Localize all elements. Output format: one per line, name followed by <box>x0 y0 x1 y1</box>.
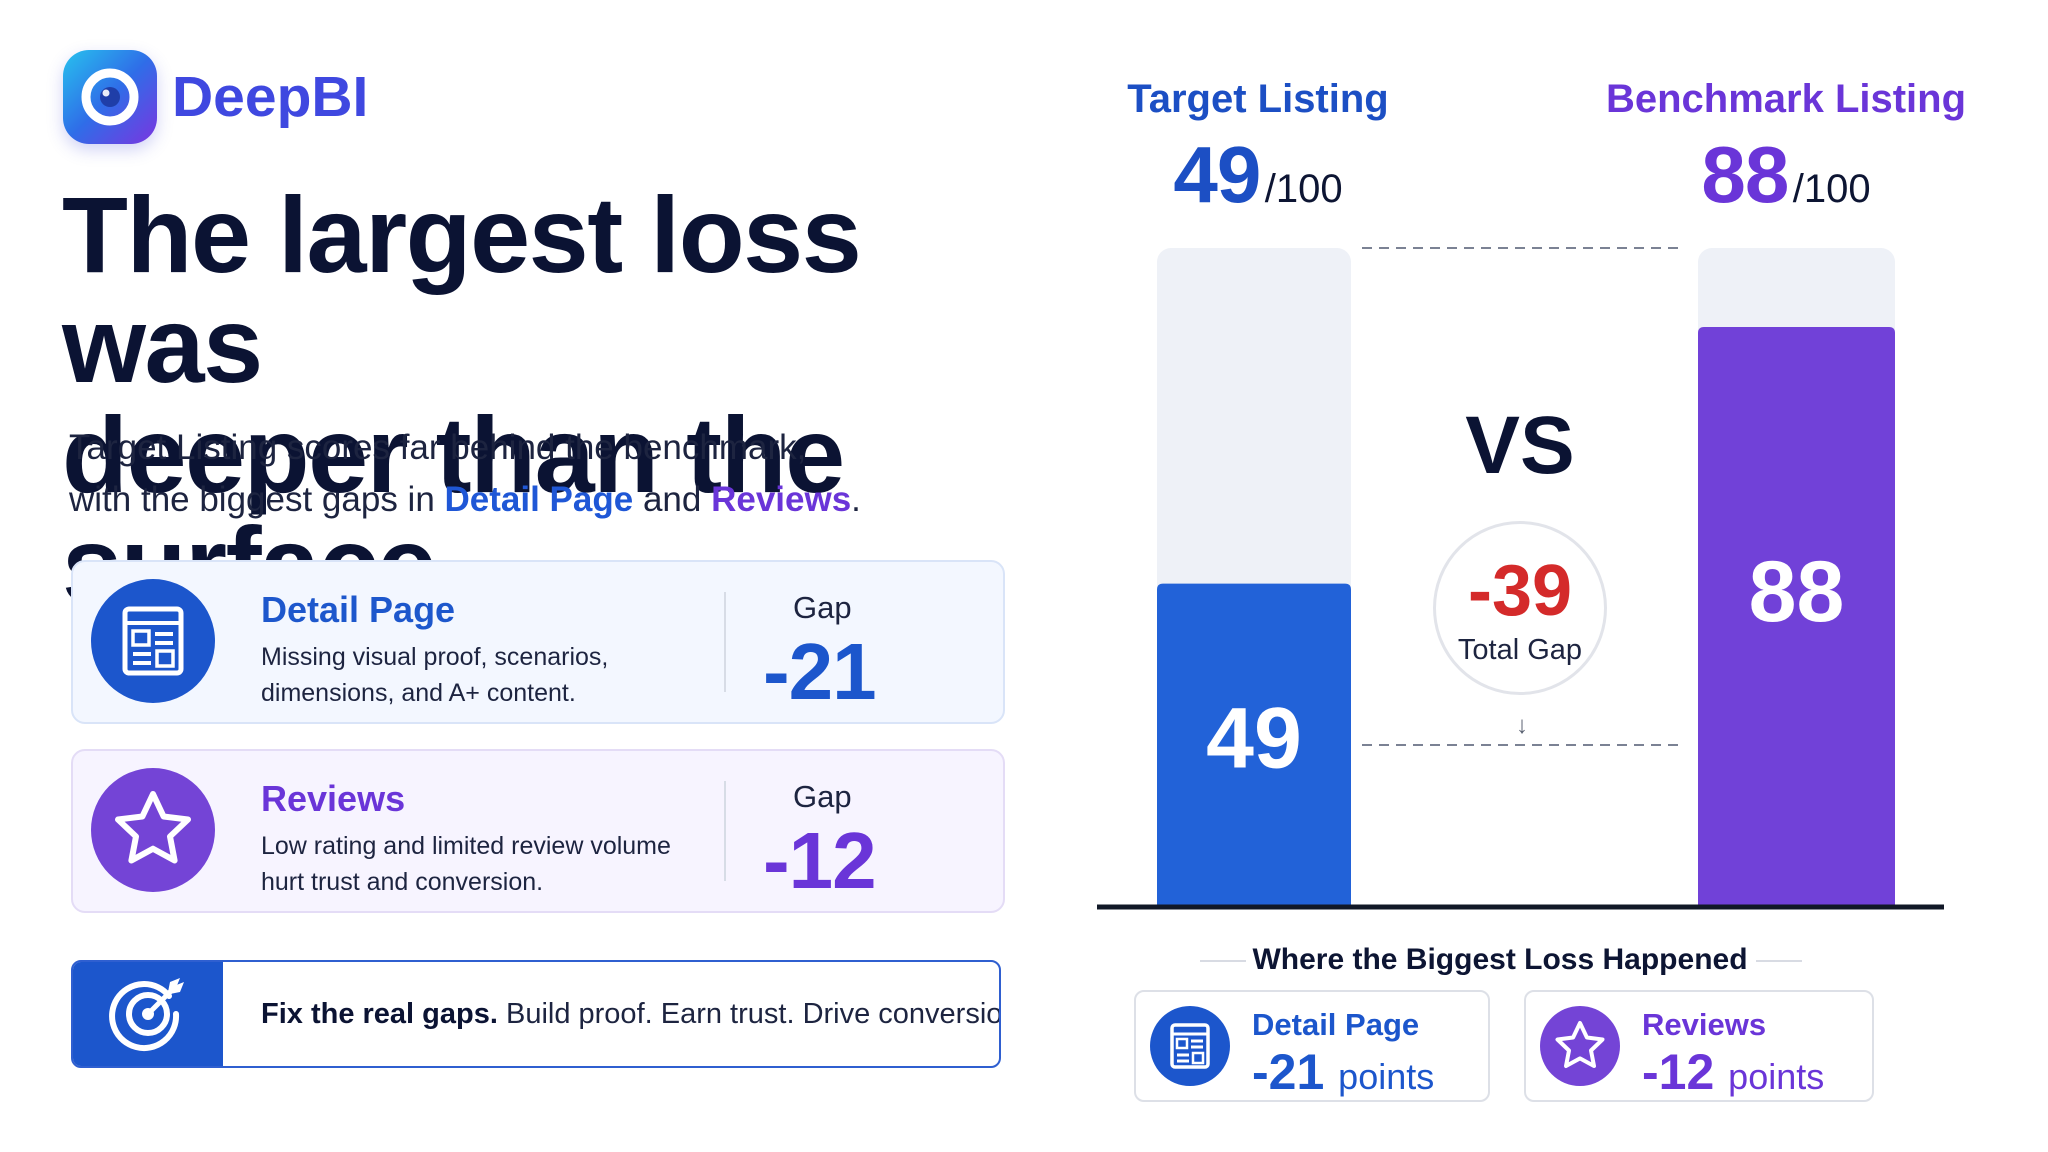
brand-name: DeepBI <box>172 65 369 129</box>
page-subtitle: Target Listing scores far behind the ben… <box>69 422 969 526</box>
vs-label: VS <box>1465 400 1575 491</box>
breakdown-item-value: -21 points <box>1252 1044 1434 1105</box>
card-description-line-2: hurt trust and conversion. <box>261 868 544 896</box>
breakdown-item-value: -12 points <box>1642 1044 1824 1105</box>
breakdown-item-detail-page: Detail Page -21 points <box>1134 990 1490 1102</box>
card-description-line-2: dimensions, and A+ content. <box>261 679 576 707</box>
subtitle-highlight-detail-page: Detail Page <box>444 480 634 519</box>
card-gap-label: Gap <box>793 590 852 625</box>
target-icon <box>73 962 223 1066</box>
chart-category-label-benchmark: Benchmark Listing <box>1605 77 1967 121</box>
chart-score-denominator: /100 <box>1792 167 1871 211</box>
card-gap-value: -21 <box>763 627 877 716</box>
divider-line <box>1756 960 1802 962</box>
gap-card-reviews: Reviews Low rating and limited review vo… <box>71 749 1005 913</box>
card-description: Low rating and limited review volume hur… <box>261 828 721 900</box>
subtitle-text: and <box>633 480 712 519</box>
breakdown-item-number: -21 <box>1252 1044 1325 1100</box>
breakdown-item-unit: points <box>1338 1056 1435 1097</box>
breakdown-item-reviews: Reviews -12 points <box>1524 990 1874 1102</box>
breakdown-item-number: -12 <box>1642 1044 1715 1100</box>
total-gap-value: -39 <box>1467 551 1573 631</box>
breakdown-item-name: Detail Page <box>1252 1007 1420 1042</box>
chart-score-benchmark: 88 /100 <box>1576 130 1996 243</box>
document-icon <box>1150 1006 1230 1086</box>
total-gap-label: Total Gap <box>1457 634 1583 666</box>
breakdown-item-name: Reviews <box>1642 1007 1767 1042</box>
subtitle-line-2: with the biggest gaps in Detail Page and… <box>69 474 969 526</box>
subtitle-text: with the biggest gaps in <box>69 480 445 519</box>
subtitle-line-1: Target Listing scores far behind the ben… <box>69 428 807 467</box>
cta-text-rest: Build proof. Earn trust. Drive conversio… <box>497 998 1001 1030</box>
divider-line <box>1200 960 1246 962</box>
chart-score-target: 49 /100 <box>1048 130 1468 243</box>
star-icon <box>91 768 215 892</box>
document-icon <box>91 579 215 703</box>
bar-value-label: 88 <box>1749 544 1845 640</box>
bar-value-label: 49 <box>1206 691 1302 787</box>
cta-banner: Fix the real gaps. Build proof. Earn tru… <box>71 960 1001 1068</box>
chart-score-value: 88 <box>1701 130 1789 219</box>
chart-score-denominator: /100 <box>1264 167 1343 211</box>
cta-text-bold: Fix the real gaps. <box>261 998 498 1030</box>
card-gap-label: Gap <box>793 779 852 814</box>
chart-category-label-target: Target Listing <box>1127 77 1389 121</box>
card-divider <box>724 592 726 692</box>
card-description: Missing visual proof, scenarios, dimensi… <box>261 639 721 711</box>
total-gap-badge: -39 Total Gap <box>1433 521 1607 695</box>
brand-logo-icon <box>63 50 157 144</box>
chart-score-value: 49 <box>1173 130 1261 219</box>
subtitle-text: . <box>851 480 861 519</box>
card-title: Reviews <box>261 778 406 819</box>
bar <box>1698 326 1895 907</box>
subtitle-highlight-reviews: Reviews <box>711 480 852 519</box>
star-icon <box>1540 1006 1620 1086</box>
card-divider <box>724 781 726 881</box>
card-description-line-1: Low rating and limited review volume <box>261 832 671 860</box>
card-title: Detail Page <box>261 589 456 630</box>
gap-card-detail-page: Detail Page Missing visual proof, scenar… <box>71 560 1005 724</box>
breakdown-title: Where the Biggest Loss Happened <box>1252 943 1748 976</box>
card-description-line-1: Missing visual proof, scenarios, <box>261 643 609 671</box>
page-headline: The largest loss was deeper than the sur… <box>62 180 1062 620</box>
arrow-down-icon: ↓ <box>1516 712 1528 739</box>
breakdown-item-unit: points <box>1728 1056 1825 1097</box>
headline-line-1: The largest loss was <box>62 174 862 405</box>
card-gap-value: -12 <box>763 816 877 905</box>
cta-text: Fix the real gaps. Build proof. Earn tru… <box>261 994 1001 1034</box>
bar <box>1157 583 1351 906</box>
